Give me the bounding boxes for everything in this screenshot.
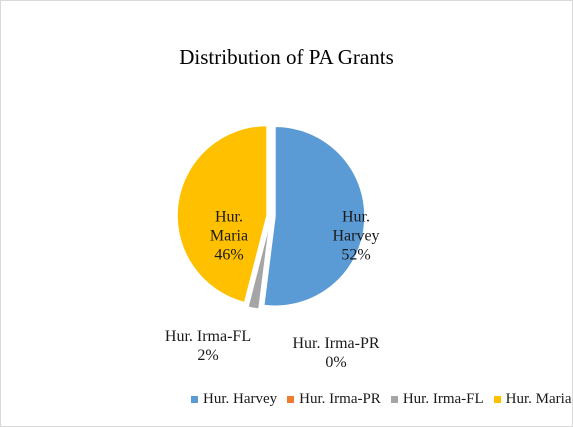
pie-slice (246, 219, 271, 311)
data-label-value: 2% (197, 347, 219, 364)
chart-title: Distribution of PA Grants (179, 45, 394, 69)
legend-swatch (287, 396, 295, 403)
legend: Hur. Harvey Hur. Irma-PR Hur. Irma-FL Hur. … (191, 391, 571, 408)
legend-item: Hur. Maria (493, 391, 572, 408)
legend-label: Hur. Irma-FL (402, 391, 484, 407)
legend-label: Hur. Irma-PR (299, 391, 381, 407)
legend-label: Hur. Harvey (203, 391, 278, 407)
pie-slice (262, 125, 366, 307)
legend-swatch (191, 396, 198, 403)
data-label-category: Hur. Harvey (332, 208, 380, 245)
data-label: Hur. Irma-PR 0% (281, 334, 391, 372)
pie-slice (176, 124, 268, 304)
data-label-category: Hur. Irma-PR (292, 335, 380, 352)
data-label-category: Hur. Irma-FL (164, 328, 252, 345)
data-label-value: 0% (325, 354, 347, 371)
data-label-category: Hur. Maria (209, 208, 249, 245)
legend-item: Hur. Irma-FL (390, 391, 484, 408)
legend-item: Hur. Harvey (191, 391, 277, 408)
data-label: Hur. Harvey 52% (326, 208, 386, 265)
data-label: Hur. Irma-FL 2% (153, 327, 263, 365)
legend-swatch (493, 396, 501, 403)
data-label-value: 46% (214, 246, 244, 264)
legend-swatch (390, 396, 398, 403)
legend-item: Hur. Irma-PR (287, 391, 381, 408)
legend-label: Hur. Maria (505, 391, 572, 407)
data-label: Hur. Maria 46% (199, 208, 259, 265)
data-label-value: 52% (341, 246, 371, 264)
